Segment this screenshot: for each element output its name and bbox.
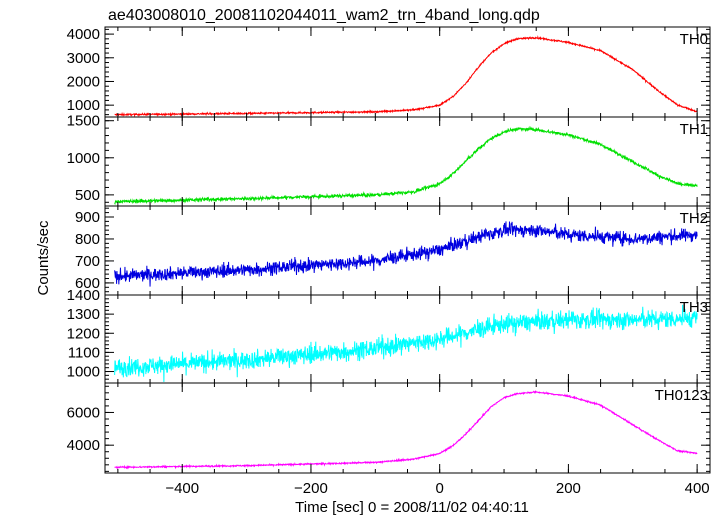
y-tick-label: 500 — [75, 187, 100, 204]
y-tick-label: 800 — [75, 231, 100, 248]
panel-label-th0123: TH0123 — [655, 387, 708, 404]
panel-label-th1: TH1 — [680, 121, 708, 138]
y-tick-label: 1100 — [68, 344, 100, 361]
chart-title: ae403008010_20081102044011_wam2_trn_4ban… — [108, 7, 540, 24]
series-line-th2 — [114, 221, 698, 287]
series-line-th1 — [114, 125, 698, 206]
y-tick-label: 1000 — [67, 150, 100, 167]
y-tick-label: 1000 — [67, 97, 100, 114]
panel-label-th3: TH3 — [680, 299, 708, 316]
panel-th0: 1000 2000 3000 4000 TH0 — [67, 26, 711, 118]
y-tick-label: 700 — [75, 253, 100, 270]
y-tick-label: 2000 — [67, 73, 100, 90]
x-tick-label: 0 — [436, 480, 444, 497]
y-tick-label: 6000 — [67, 404, 100, 421]
panel-th2: 600 700 800 900 TH2 — [75, 205, 711, 296]
x-tick-label: −200 — [294, 480, 328, 497]
y-tick-label: 1400 — [67, 287, 100, 304]
y-tick-label: 3000 — [67, 50, 100, 67]
y-axis-label: Counts/sec — [35, 220, 52, 296]
panel-th3: 1000 1100 1200 1300 1400 TH3 — [67, 287, 711, 384]
series-line-th0123 — [114, 390, 698, 470]
y-tick-label: 4000 — [67, 26, 100, 43]
y-tick-label: 1000 — [67, 364, 100, 381]
y-tick-label: 1200 — [67, 325, 100, 342]
panel-th1: 500 1000 1500 TH1 — [67, 113, 711, 207]
x-tick-label: 200 — [556, 480, 581, 497]
series-line-th0 — [114, 35, 698, 118]
panel-th0123: 4000 6000 TH0123 — [67, 382, 711, 474]
x-tick-label: 400 — [685, 480, 710, 497]
panel-frame — [104, 294, 711, 384]
panel-label-th2: TH2 — [680, 210, 708, 227]
y-tick-label: 900 — [75, 209, 100, 226]
panel-frame — [104, 205, 711, 296]
panel-label-th0: TH0 — [680, 31, 708, 48]
y-tick-label: 600 — [75, 275, 100, 292]
panel-frame — [104, 26, 711, 118]
series-line-th3 — [114, 304, 698, 383]
x-axis-label: Time [sec] 0 = 2008/11/02 04:40:11 — [295, 499, 529, 516]
x-tick-label: −400 — [165, 480, 199, 497]
y-tick-label: 1500 — [67, 113, 100, 130]
y-tick-label: 1300 — [67, 306, 100, 323]
y-tick-label: 4000 — [67, 437, 100, 454]
